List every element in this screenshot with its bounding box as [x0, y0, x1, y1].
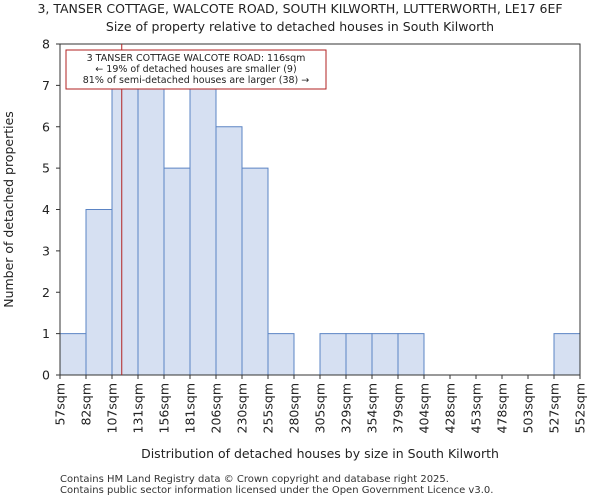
x-tick-label: 527sqm — [547, 383, 562, 433]
x-tick-label: 379sqm — [391, 383, 406, 433]
annotation-line-1: 3 TANSER COTTAGE WALCOTE ROAD: 116sqm — [87, 53, 306, 64]
x-tick-label: 354sqm — [365, 383, 380, 433]
x-tick-label: 503sqm — [521, 383, 536, 433]
x-tick-label: 156sqm — [157, 383, 172, 433]
bar — [59, 333, 87, 376]
bar — [345, 333, 373, 376]
annotation-border — [65, 49, 327, 90]
x-tick-label: 82sqm — [79, 383, 94, 426]
y-tick-label: 1 — [42, 326, 50, 341]
y-tick-label: 3 — [42, 243, 50, 258]
x-tick-label: 181sqm — [183, 383, 198, 433]
y-axis-ticks: 0 1 2 3 4 5 6 7 8 — [42, 37, 60, 383]
axes-border — [59, 43, 581, 376]
chart-subtitle: Size of property relative to detached ho… — [105, 19, 495, 34]
y-tick-label: 2 — [42, 285, 50, 300]
x-tick-label: 280sqm — [287, 383, 302, 433]
x-axis-label: Distribution of detached houses by size … — [141, 446, 499, 461]
x-tick-label: 230sqm — [235, 383, 250, 433]
y-tick-label: 4 — [42, 202, 50, 217]
bar — [553, 333, 581, 376]
x-tick-label: 57sqm — [53, 383, 68, 426]
x-tick-label: 131sqm — [131, 383, 146, 433]
bar — [319, 333, 347, 376]
x-tick-label: 206sqm — [209, 383, 224, 433]
bar — [397, 333, 425, 376]
x-tick-label: 453sqm — [469, 383, 484, 433]
annotation-line-3: 81% of semi-detached houses are larger (… — [83, 75, 310, 86]
chart-title: 3, TANSER COTTAGE, WALCOTE ROAD, SOUTH K… — [37, 1, 563, 16]
footer-licence: Contains public sector information licen… — [60, 485, 494, 496]
bar — [241, 167, 269, 376]
bar — [189, 84, 217, 376]
bar — [163, 167, 191, 376]
x-tick-label: 478sqm — [495, 383, 510, 433]
x-tick-label: 329sqm — [339, 383, 354, 433]
x-axis-ticks: 57sqm 82sqm 107sqm 131sqm 156sqm 181sqm 206sqm… — [53, 375, 588, 433]
y-tick-label: 8 — [42, 37, 50, 52]
footer-copyright: Contains HM Land Registry data © Crown c… — [60, 474, 449, 485]
x-tick-label: 428sqm — [443, 383, 458, 433]
annotation-box: 3 TANSER COTTAGE WALCOTE ROAD: 116sqm ← … — [65, 49, 327, 90]
bar — [267, 333, 295, 376]
y-tick-label: 5 — [42, 161, 50, 176]
bar — [85, 209, 113, 376]
y-axis-label: Number of detached properties — [1, 111, 16, 308]
bar — [111, 84, 139, 376]
x-tick-label: 552sqm — [573, 383, 588, 433]
x-tick-label: 404sqm — [417, 383, 432, 433]
bar — [215, 126, 243, 376]
y-tick-label: 6 — [42, 119, 50, 134]
annotation-line-2: ← 19% of detached houses are smaller (9) — [95, 64, 296, 75]
bar — [137, 84, 165, 376]
x-tick-label: 305sqm — [313, 383, 328, 433]
bar — [371, 333, 399, 376]
y-tick-label: 0 — [42, 368, 50, 383]
y-tick-label: 7 — [42, 78, 50, 93]
x-tick-label: 107sqm — [105, 383, 120, 433]
x-tick-label: 255sqm — [261, 383, 276, 433]
bars-group — [59, 84, 581, 376]
axes-frame — [59, 43, 581, 376]
